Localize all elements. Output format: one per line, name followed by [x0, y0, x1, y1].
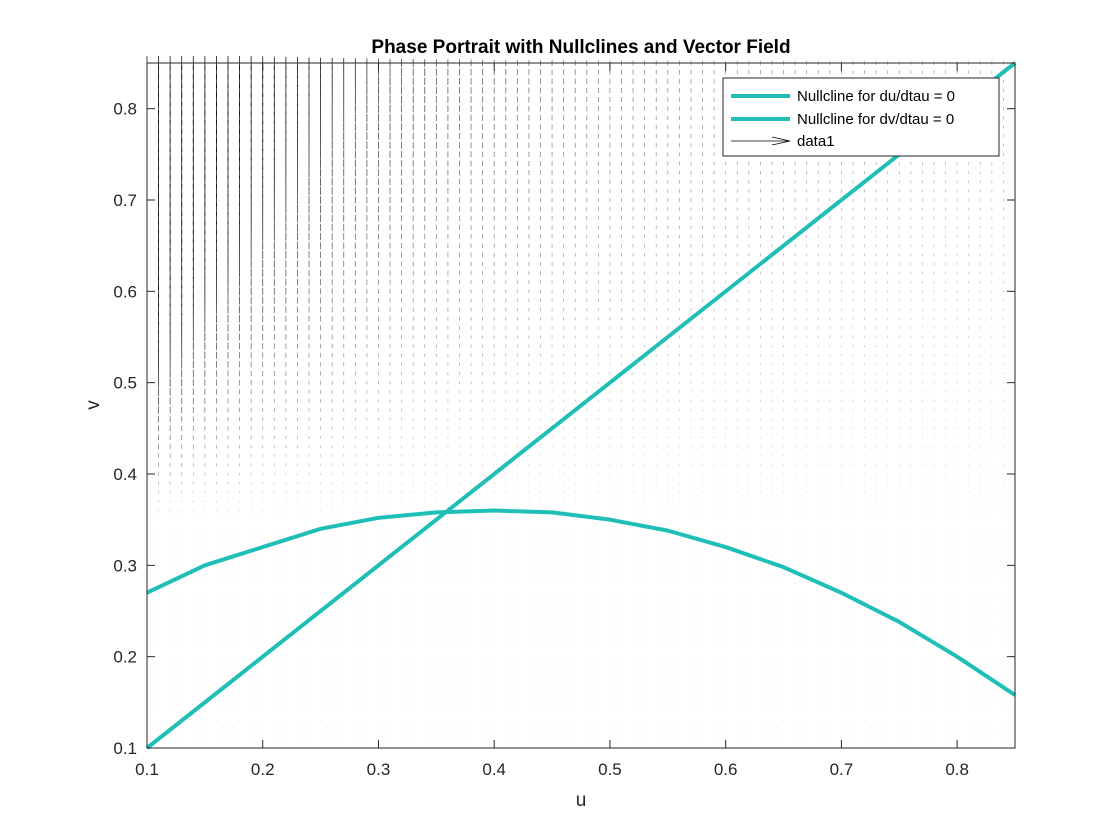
vector-field	[146, 56, 1016, 749]
